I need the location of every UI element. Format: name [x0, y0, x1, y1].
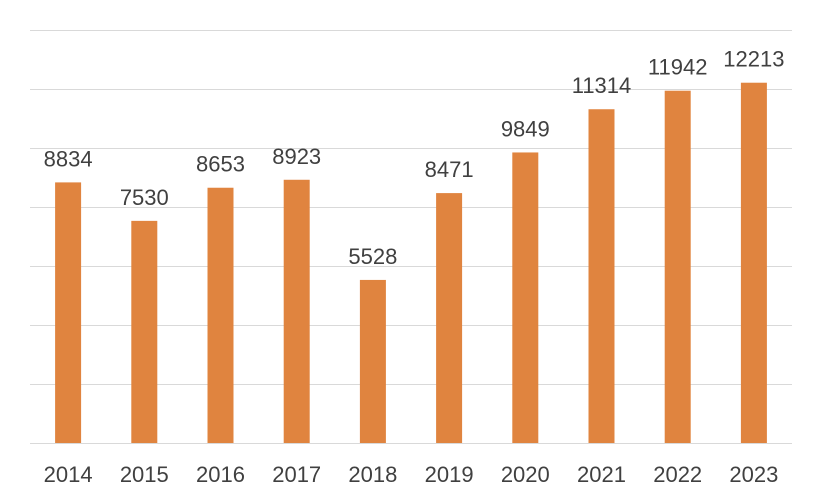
data-label-2016: 8653: [196, 152, 245, 177]
bar-2016[interactable]: [207, 187, 234, 443]
bar-2021[interactable]: [588, 109, 615, 443]
x-tick-label-2016: 2016: [196, 462, 245, 487]
data-label-2022: 11942: [648, 55, 708, 80]
data-label-2017: 8923: [272, 144, 321, 169]
bar-2023[interactable]: [740, 82, 767, 444]
x-tick-labels: 2014 2015 2016 2017 2018 2019 2020 2021 2022 2023: [44, 462, 779, 487]
x-tick-label-2018: 2018: [348, 462, 397, 487]
bar-2014[interactable]: [55, 182, 82, 443]
x-tick-label-2021: 2021: [577, 462, 626, 487]
bar-2017[interactable]: [283, 179, 310, 444]
x-tick-label-2022: 2022: [653, 462, 702, 487]
x-tick-label-2014: 2014: [44, 462, 93, 487]
data-label-2019: 8471: [425, 157, 474, 182]
bar-2019[interactable]: [436, 193, 463, 443]
data-label-2021: 11314: [572, 73, 632, 98]
data-label-2015: 7530: [120, 185, 169, 210]
data-label-2023: 12213: [723, 47, 784, 72]
x-tick-label-2020: 2020: [501, 462, 550, 487]
data-label-2020: 9849: [501, 116, 550, 141]
x-tick-label-2023: 2023: [729, 462, 778, 487]
x-tick-label-2015: 2015: [120, 462, 169, 487]
bars: [55, 82, 767, 444]
bar-2022[interactable]: [664, 90, 691, 443]
bar-2018[interactable]: [359, 279, 386, 443]
x-tick-label-2017: 2017: [272, 462, 321, 487]
bar-2020[interactable]: [512, 152, 539, 443]
bar-2015[interactable]: [131, 220, 158, 443]
data-label-2014: 8834: [44, 146, 93, 171]
x-tick-label-2019: 2019: [425, 462, 474, 487]
data-labels: 8834 7530 8653 8923 5528 8471 9849 11314 11942 12…: [44, 47, 785, 269]
data-label-2018: 5528: [348, 244, 397, 269]
